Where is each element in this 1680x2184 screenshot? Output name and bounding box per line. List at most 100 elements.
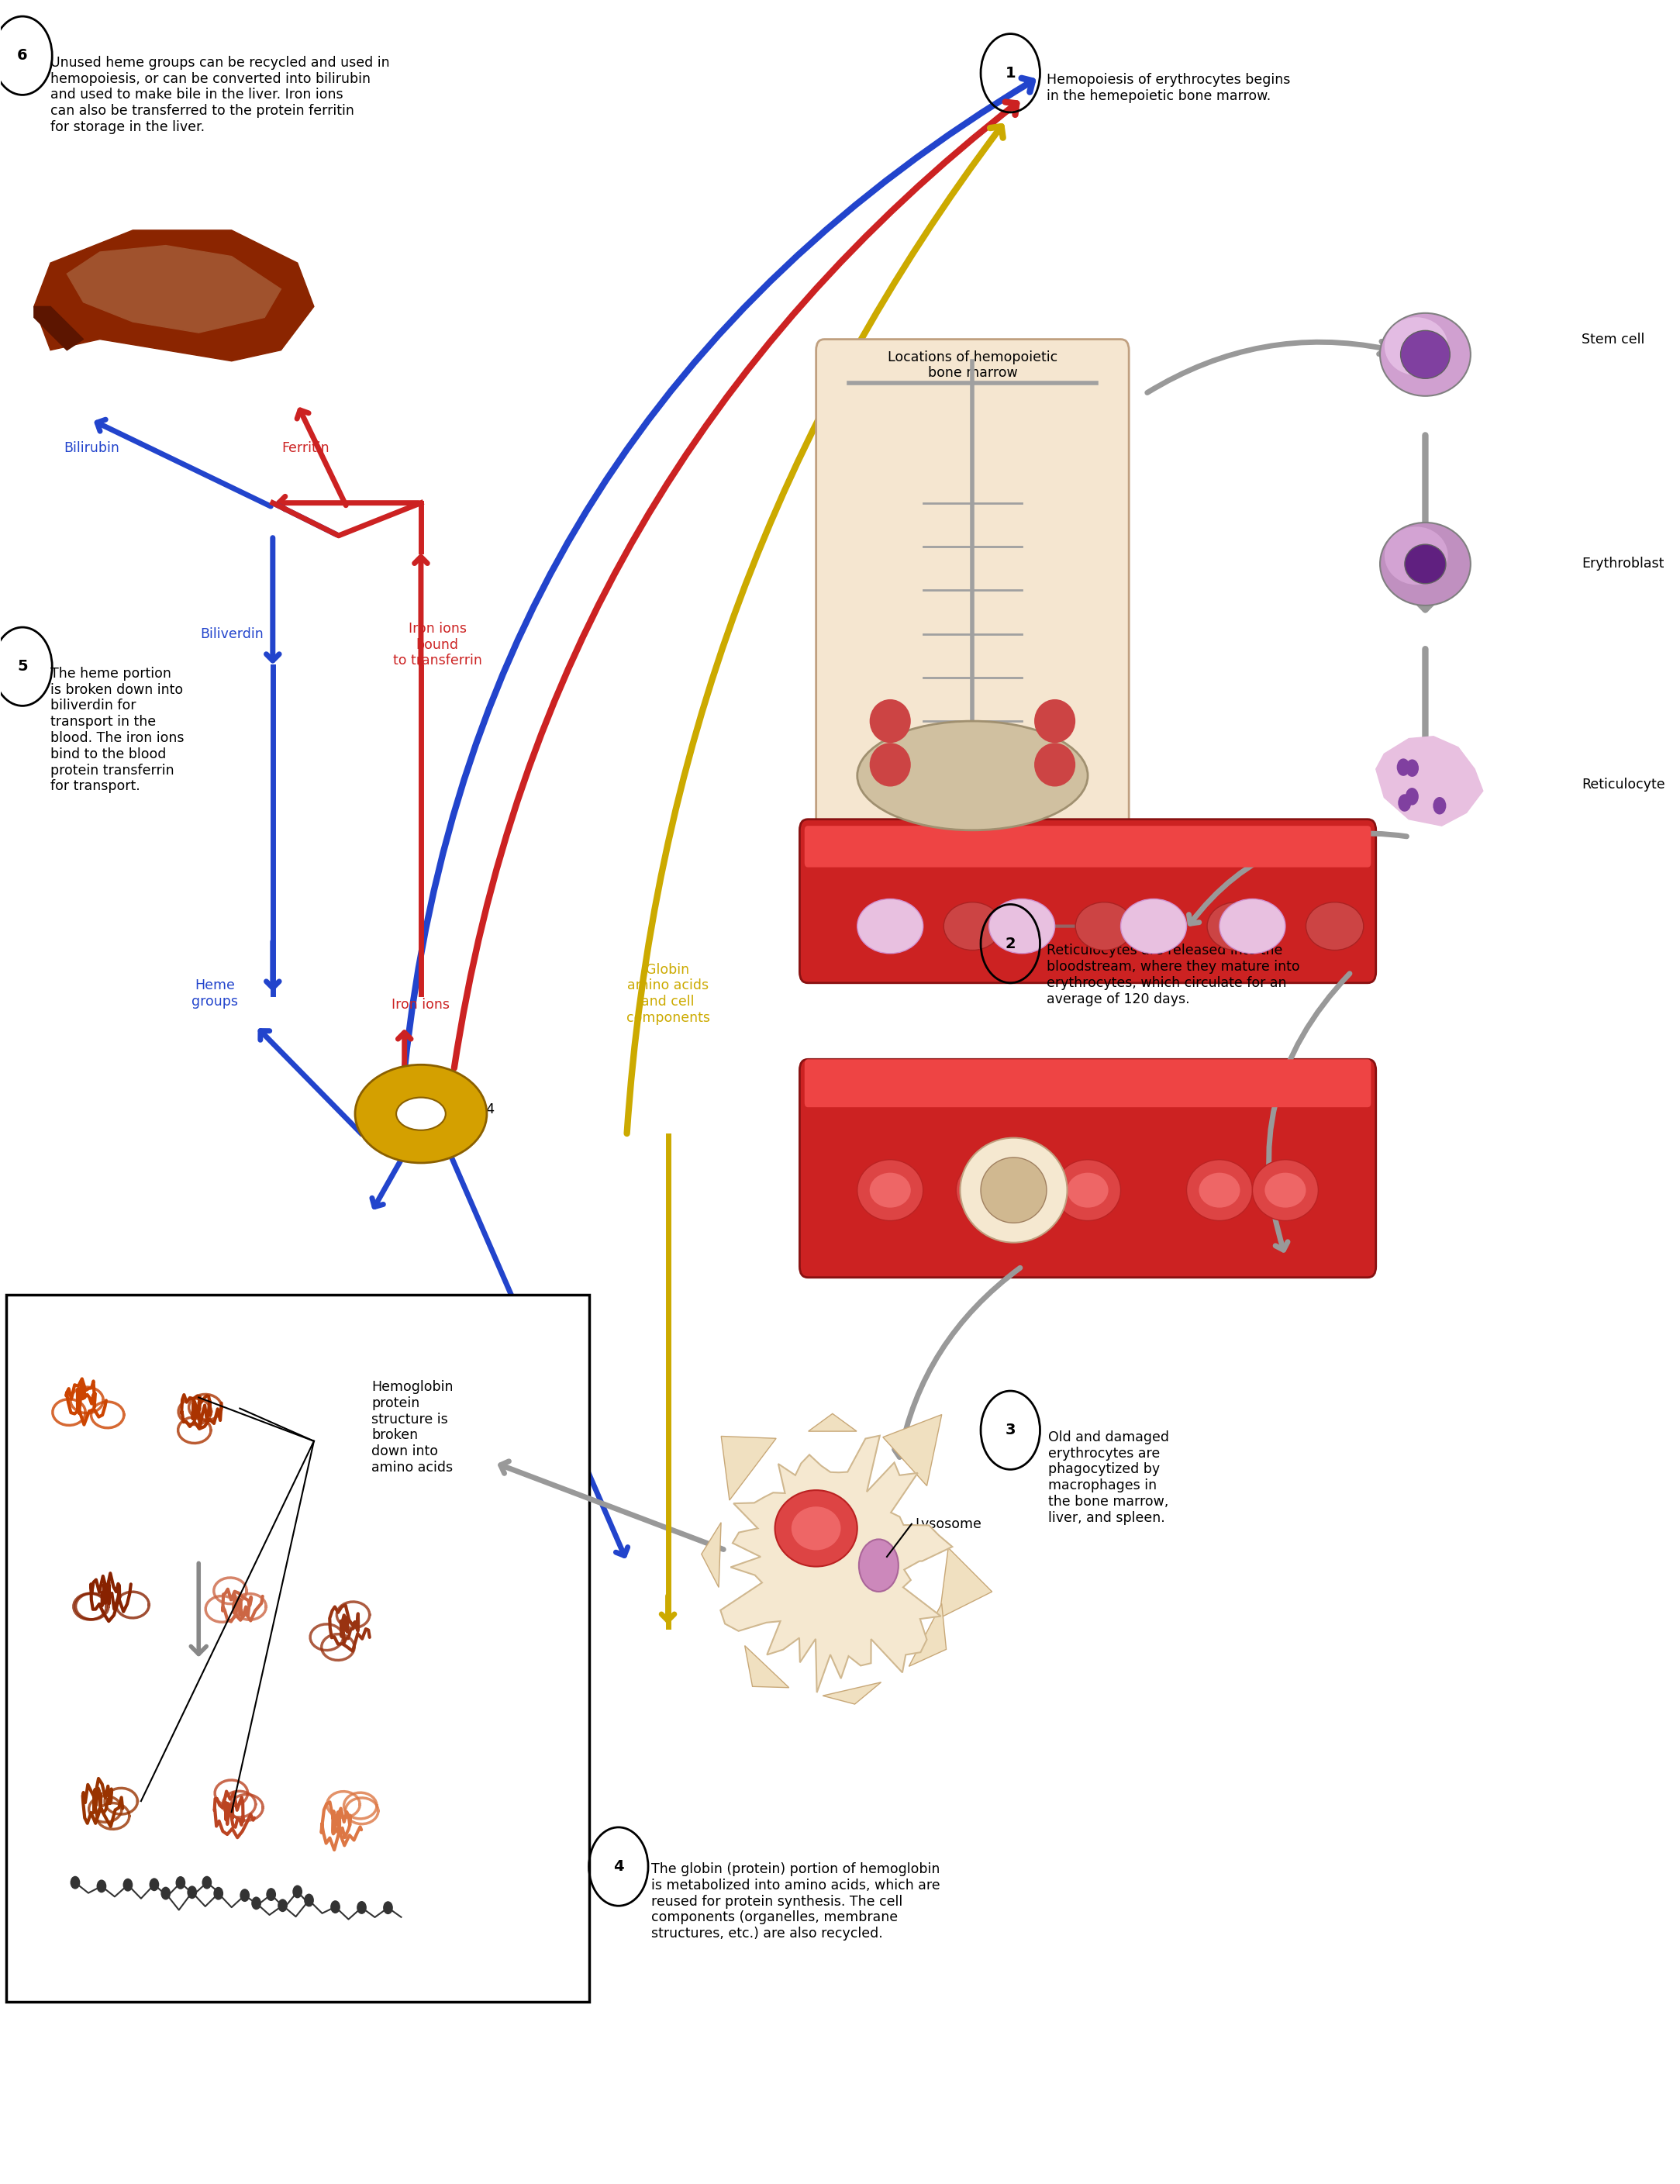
FancyBboxPatch shape bbox=[816, 339, 1129, 841]
Text: x4: x4 bbox=[479, 1103, 496, 1116]
Ellipse shape bbox=[1075, 902, 1132, 950]
Ellipse shape bbox=[1186, 1160, 1252, 1221]
Circle shape bbox=[1406, 788, 1418, 806]
Ellipse shape bbox=[354, 1066, 487, 1162]
Ellipse shape bbox=[1404, 544, 1446, 583]
Circle shape bbox=[150, 1878, 160, 1891]
Polygon shape bbox=[884, 1415, 942, 1485]
Text: Bilirubin: Bilirubin bbox=[64, 441, 119, 454]
Text: Biliverdin: Biliverdin bbox=[200, 627, 264, 640]
Text: The globin (protein) portion of hemoglobin
is metabolized into amino acids, whic: The globin (protein) portion of hemoglob… bbox=[652, 1863, 941, 1942]
Ellipse shape bbox=[990, 900, 1055, 954]
Ellipse shape bbox=[944, 902, 1001, 950]
Ellipse shape bbox=[857, 1160, 922, 1221]
Circle shape bbox=[161, 1887, 171, 1900]
Polygon shape bbox=[909, 1603, 946, 1666]
Text: Unused heme groups can be recycled and used in
hemopoiesis, or can be converted : Unused heme groups can be recycled and u… bbox=[50, 55, 390, 133]
Polygon shape bbox=[34, 229, 314, 360]
Text: Globin
amino acids
and cell
components: Globin amino acids and cell components bbox=[627, 963, 709, 1024]
Text: Locations of hemopoietic
bone marrow: Locations of hemopoietic bone marrow bbox=[887, 349, 1057, 380]
Polygon shape bbox=[702, 1522, 721, 1588]
Text: Erythroblast: Erythroblast bbox=[1581, 557, 1665, 570]
Ellipse shape bbox=[1305, 902, 1364, 950]
Ellipse shape bbox=[791, 1507, 840, 1551]
Circle shape bbox=[304, 1894, 314, 1907]
Circle shape bbox=[1406, 760, 1418, 778]
FancyBboxPatch shape bbox=[805, 826, 1371, 867]
Circle shape bbox=[252, 1896, 260, 1909]
Polygon shape bbox=[721, 1435, 953, 1693]
Text: Reticulocyte: Reticulocyte bbox=[1581, 778, 1665, 791]
Text: Iron ions: Iron ions bbox=[391, 998, 450, 1011]
Polygon shape bbox=[1376, 736, 1483, 826]
Ellipse shape bbox=[1067, 1173, 1109, 1208]
Text: Old and damaged
erythrocytes are
phagocytized by
macrophages in
the bone marrow,: Old and damaged erythrocytes are phagocy… bbox=[1048, 1431, 1169, 1524]
Ellipse shape bbox=[1220, 900, 1285, 954]
Ellipse shape bbox=[1121, 900, 1186, 954]
Ellipse shape bbox=[1252, 1160, 1319, 1221]
Ellipse shape bbox=[1208, 902, 1265, 950]
Text: 2: 2 bbox=[1005, 937, 1016, 950]
Circle shape bbox=[213, 1887, 223, 1900]
FancyBboxPatch shape bbox=[800, 819, 1376, 983]
Circle shape bbox=[1396, 758, 1410, 775]
Ellipse shape bbox=[981, 1158, 1047, 1223]
Circle shape bbox=[71, 1876, 81, 1889]
Polygon shape bbox=[939, 1548, 993, 1618]
Text: The heme portion
is broken down into
biliverdin for
transport in the
blood. The : The heme portion is broken down into bil… bbox=[50, 666, 185, 793]
Ellipse shape bbox=[1401, 330, 1450, 378]
Ellipse shape bbox=[1384, 526, 1448, 585]
Text: Heme
groups: Heme groups bbox=[192, 978, 239, 1009]
FancyBboxPatch shape bbox=[805, 1059, 1371, 1107]
Ellipse shape bbox=[968, 1173, 1010, 1208]
FancyBboxPatch shape bbox=[7, 1295, 590, 2003]
Polygon shape bbox=[808, 1413, 857, 1431]
Polygon shape bbox=[721, 1437, 776, 1500]
Text: Iron ions
bound
to transferrin: Iron ions bound to transferrin bbox=[393, 622, 482, 668]
Circle shape bbox=[123, 1878, 133, 1891]
Ellipse shape bbox=[1035, 743, 1075, 786]
Ellipse shape bbox=[1200, 1173, 1240, 1208]
Circle shape bbox=[1433, 797, 1446, 815]
Text: 3: 3 bbox=[1005, 1422, 1016, 1437]
Ellipse shape bbox=[870, 1173, 911, 1208]
Circle shape bbox=[356, 1900, 366, 1913]
Circle shape bbox=[176, 1876, 185, 1889]
Text: Liver: Liver bbox=[173, 332, 208, 347]
Circle shape bbox=[331, 1900, 341, 1913]
Ellipse shape bbox=[1379, 312, 1470, 395]
Polygon shape bbox=[67, 245, 281, 332]
Ellipse shape bbox=[870, 699, 911, 743]
Ellipse shape bbox=[870, 743, 911, 786]
Circle shape bbox=[265, 1887, 276, 1900]
Text: 1: 1 bbox=[1005, 66, 1016, 81]
Text: Hemoglobin
protein
structure is
broken
down into
amino acids: Hemoglobin protein structure is broken d… bbox=[371, 1380, 454, 1474]
Ellipse shape bbox=[1265, 1173, 1305, 1208]
Circle shape bbox=[277, 1898, 287, 1911]
Ellipse shape bbox=[396, 1096, 445, 1129]
Ellipse shape bbox=[1384, 317, 1448, 376]
Ellipse shape bbox=[857, 900, 922, 954]
Circle shape bbox=[383, 1902, 393, 1915]
Text: 5: 5 bbox=[17, 660, 29, 675]
FancyBboxPatch shape bbox=[800, 1059, 1376, 1278]
Text: Stem cell: Stem cell bbox=[1581, 332, 1645, 347]
Ellipse shape bbox=[857, 721, 1087, 830]
Text: Lysosome: Lysosome bbox=[916, 1518, 981, 1531]
Circle shape bbox=[1398, 795, 1411, 812]
Ellipse shape bbox=[956, 1160, 1021, 1221]
Ellipse shape bbox=[774, 1489, 857, 1566]
Ellipse shape bbox=[1379, 522, 1470, 605]
Text: 4: 4 bbox=[613, 1859, 623, 1874]
Circle shape bbox=[240, 1889, 250, 1902]
Ellipse shape bbox=[1035, 699, 1075, 743]
Text: Hemopoiesis of erythrocytes begins
in the hemepoietic bone marrow.: Hemopoiesis of erythrocytes begins in th… bbox=[1047, 72, 1290, 103]
Circle shape bbox=[96, 1880, 106, 1894]
Text: Reticulocytes are released into the
bloodstream, where they mature into
erythroc: Reticulocytes are released into the bloo… bbox=[1047, 943, 1300, 1007]
Polygon shape bbox=[823, 1682, 880, 1704]
Text: 6: 6 bbox=[17, 48, 29, 63]
Polygon shape bbox=[34, 306, 84, 349]
Circle shape bbox=[186, 1885, 197, 1898]
Text: Ferritin: Ferritin bbox=[282, 441, 329, 454]
Circle shape bbox=[292, 1885, 302, 1898]
